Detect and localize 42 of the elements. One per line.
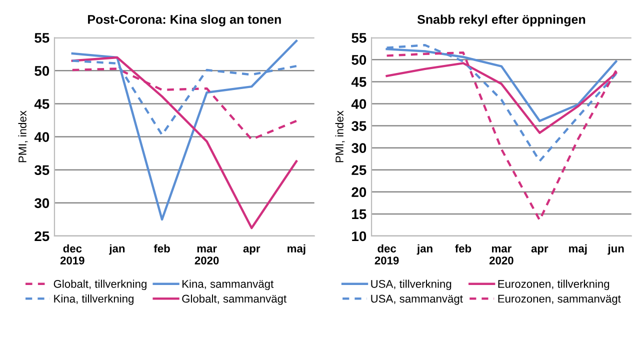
x-tick-label: maj (569, 244, 587, 255)
y-tick-label: 30 (34, 198, 50, 208)
y-tick-label: 20 (352, 187, 366, 198)
y-tick-label: 45 (351, 77, 366, 87)
y-tick-label: 25 (352, 165, 366, 176)
y-axis-title: PMI, index (335, 110, 345, 162)
y-tick-label: 30 (352, 143, 366, 154)
x-tick-label: maj (288, 244, 306, 255)
y-tick-label: 55 (34, 33, 50, 43)
x-tick-label: mar 2020 (489, 246, 514, 264)
x-tick-label: feb (154, 244, 170, 252)
y-axis-title: PMI, index (18, 110, 28, 162)
y-tick-label: 10 (352, 231, 366, 242)
y-tick-label: 25 (34, 231, 50, 242)
x-tick-label: apr (243, 246, 260, 255)
y-tick-label: 45 (34, 99, 50, 109)
x-tick-label: jun (608, 244, 624, 255)
x-tick-label: jan (109, 244, 125, 255)
y-tick-label: 40 (351, 99, 366, 109)
chart-title: Snabb rekyl efter öppningen (417, 14, 586, 26)
x-tick-label: apr (531, 246, 548, 255)
y-tick-label: 50 (34, 66, 50, 76)
chart-title: Post-Corona: Kina slog an tonen (88, 14, 281, 26)
x-tick-label: mar 2020 (194, 246, 219, 264)
legend-label: Globalt, sammanvägt (182, 294, 286, 305)
legend-label: USA, tillverkning (371, 280, 452, 290)
x-tick-label: jan (416, 244, 432, 255)
y-tick-label: 35 (352, 121, 366, 131)
y-tick-label: 15 (352, 209, 366, 220)
y-tick-label: 40 (34, 132, 50, 142)
x-tick-label: dec 2019 (374, 244, 399, 264)
x-tick-label: dec 2019 (60, 244, 84, 264)
legend-label: Eurozonen, tillverkning (498, 280, 610, 290)
legend-label: Globalt, tillverkning (54, 280, 146, 290)
y-tick-label: 35 (34, 165, 50, 176)
y-tick-label: 50 (352, 54, 366, 65)
legend-label: Kina, tillverkning (54, 294, 134, 305)
x-tick-label: feb (455, 244, 472, 252)
legend-label: Eurozonen, sammanvägt (498, 294, 621, 305)
legend-label: USA, sammanvägt (371, 294, 463, 305)
legend-label: Kina, sammanvägt (182, 280, 274, 290)
y-tick-label: 55 (352, 33, 366, 43)
